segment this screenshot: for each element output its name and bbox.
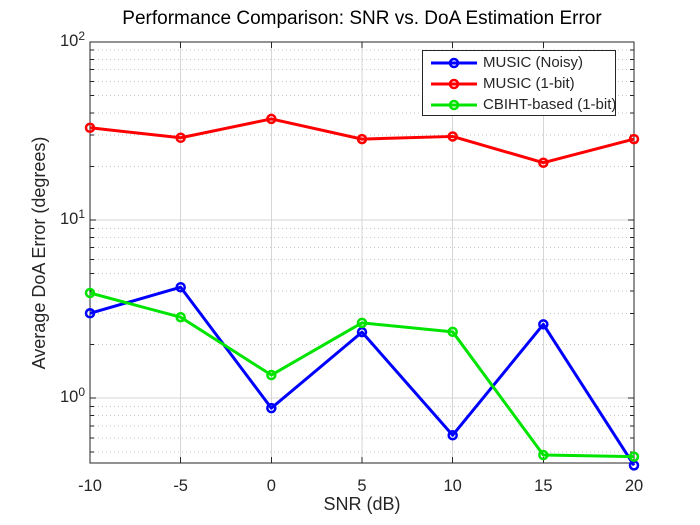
x-axis-label: SNR (dB) [323,494,401,514]
x-tick-label: 10 [443,477,462,495]
legend-marker [448,99,460,110]
data-marker-music-1-bit [628,133,640,145]
data-marker-music-noisy [538,319,549,330]
chart-title: Performance Comparison: SNR vs. DoA Esti… [122,8,602,29]
x-tick-label: 20 [624,477,644,495]
series-cbiht-based-1-bit [84,287,640,462]
series-music-noisy [84,281,640,471]
legend: MUSIC (Noisy) MUSIC (1-bit) CBIHT-based (1… [422,50,616,116]
legend-item: MUSIC (Noisy) [423,52,615,73]
y-axis-label: Average DoA Error (degrees) [29,136,49,370]
data-marker-music-1-bit [266,113,277,125]
data-marker-music-1-bit [447,131,458,142]
y-tick-label: 102 [41,29,85,51]
data-marker-music-noisy [356,326,368,338]
data-marker-cbiht-based-1-bit [175,311,186,323]
legend-label: MUSIC (Noisy) [483,54,583,71]
data-marker-music-1-bit [84,122,96,134]
x-tick-label: 0 [266,477,276,495]
data-marker-cbiht-based-1-bit [628,451,640,462]
legend-label: MUSIC (1-bit) [483,75,575,92]
data-marker-music-1-bit [356,133,368,145]
series-line-music-noisy [89,285,636,467]
x-tick-label: 5 [357,477,367,495]
y-tick-base: 10 [59,32,79,50]
legend-marker [448,78,460,89]
y-tick-exponent: 0 [78,385,85,400]
y-tick-base: 10 [59,210,79,229]
data-marker-cbiht-based-1-bit [538,449,549,461]
legend-item: CBIHT-based (1-bit) [423,94,617,115]
data-marker-music-noisy [447,429,458,441]
data-marker-music-1-bit [175,132,186,144]
series-line-music-1-bit [89,117,635,165]
data-marker-music-noisy [266,402,277,414]
data-marker-music-1-bit [538,157,549,168]
x-tick-label: -5 [173,477,188,495]
series-line-cbiht-based-1-bit [89,291,635,459]
y-tick-exponent: 2 [78,29,85,43]
y-tick-exponent: 1 [78,207,85,222]
data-marker-music-noisy [84,308,96,319]
y-tick-label: 100 [41,385,85,407]
y-tick-base: 10 [59,388,79,407]
y-tick-label: 101 [41,207,85,229]
legend-label: CBIHT-based (1-bit) [483,96,617,113]
x-tick-label: -10 [78,477,102,495]
legend-marker [448,57,460,68]
legend-sample [431,99,477,110]
x-tick-label: 15 [534,477,553,495]
data-marker-cbiht-based-1-bit [266,369,277,381]
data-marker-music-noisy [175,281,186,293]
legend-sample [431,78,477,89]
axes-group [89,41,635,464]
data-marker-cbiht-based-1-bit [447,326,458,338]
data-marker-cbiht-based-1-bit [356,317,368,329]
series-music-1-bit [84,113,640,168]
legend-sample [431,57,477,68]
legend-item: MUSIC (1-bit) [423,73,615,94]
data-marker-cbiht-based-1-bit [84,287,96,299]
